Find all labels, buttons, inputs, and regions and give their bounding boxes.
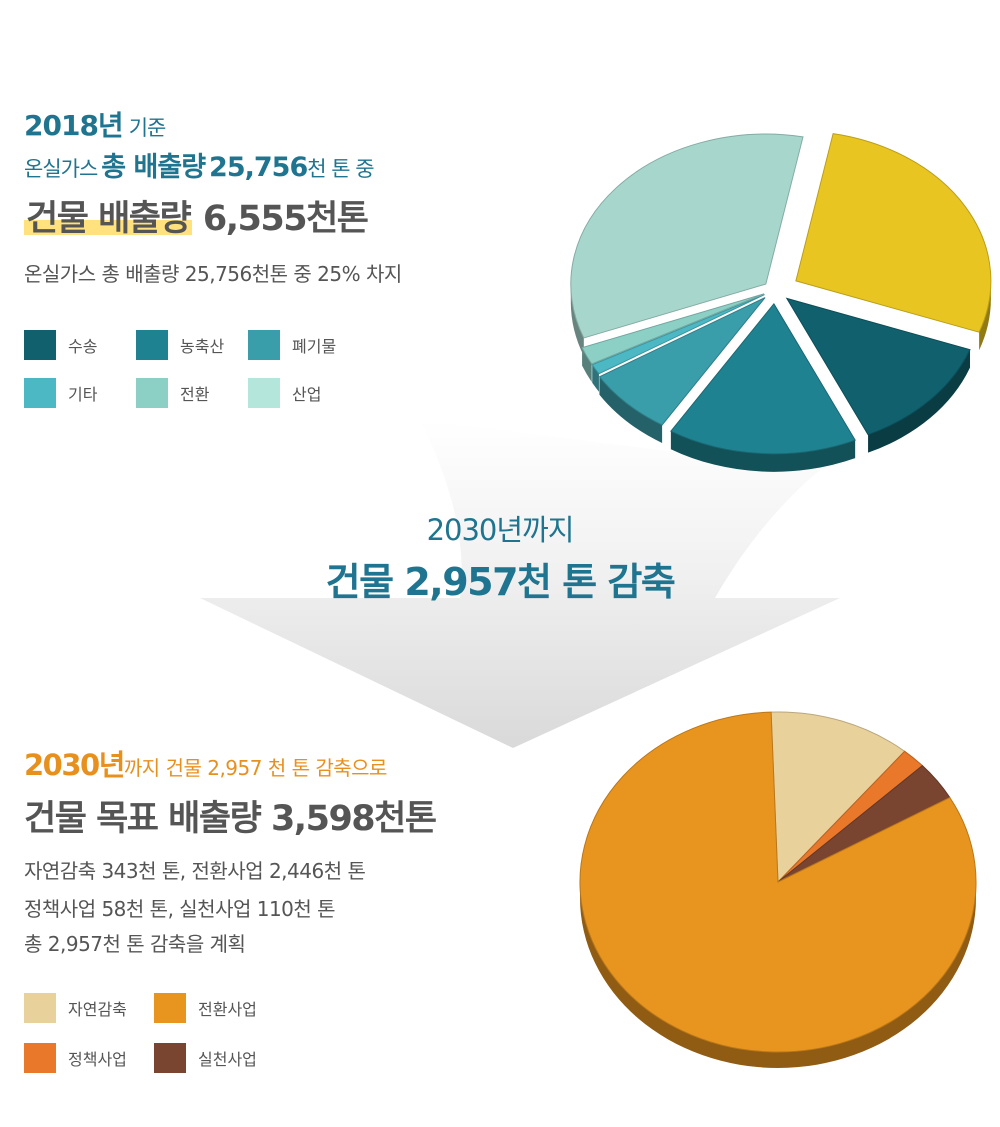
- top-legend-item: 수송: [24, 330, 97, 360]
- top-pie-slice: [591, 294, 765, 375]
- legend-swatch: [248, 378, 280, 408]
- top-year: 2018년: [24, 109, 124, 142]
- legend-label: 수송: [68, 337, 98, 356]
- top-pie-slice-side: [570, 284, 584, 356]
- building-emission-headline: 건물 배출량 6,555천톤: [24, 190, 369, 241]
- desc-line-3: 총 2,957천 톤 감축을 계획: [24, 932, 246, 956]
- reduction-pie-chart: [579, 711, 977, 1068]
- bottom-year-suffix: 까지 건물 2,957 천 톤 감축으로: [123, 756, 388, 780]
- total-emph: 총 배출량: [101, 152, 206, 183]
- legend-swatch: [154, 993, 186, 1023]
- bottom-legend-item: 정책사업: [24, 1043, 127, 1073]
- top-legend-item: 농축산: [136, 330, 224, 360]
- reduction-headline: 건물 2,957천 톤 감축: [325, 560, 676, 604]
- legend-label: 전환: [180, 385, 210, 404]
- top-pie-slice-side: [599, 376, 663, 443]
- desc-line-2: 정책사업 58천 톤, 실천사업 110천 톤: [24, 897, 336, 921]
- top-pie-slice: [795, 133, 992, 333]
- bottom-year-line: 2030년까지 건물 2,957 천 톤 감축으로: [24, 742, 387, 784]
- legend-label: 자연감축: [68, 1000, 127, 1019]
- top-legend-item: 기타: [24, 378, 97, 408]
- top-total-line: 온실가스 총 배출량 25,756천 톤 중: [24, 145, 375, 184]
- target-year: 2030년까지: [426, 513, 575, 547]
- top-year-suffix: 기준: [128, 116, 167, 140]
- building-emission-value: 6,555천톤: [202, 199, 369, 239]
- target-emission-headline: 건물 목표 배출량 3,598천톤: [24, 799, 437, 839]
- top-pie-slice: [581, 293, 765, 365]
- legend-label: 산업: [292, 385, 322, 404]
- total-number: 25,756: [209, 152, 308, 183]
- total-prefix: 온실가스: [24, 157, 98, 181]
- share-note: 온실가스 총 배출량 25,756천톤 중 25% 차지: [24, 262, 402, 286]
- top-year-line: 2018년 기준: [24, 104, 167, 144]
- bottom-pie-slice: [770, 711, 906, 884]
- top-pie-slice-side: [979, 280, 991, 351]
- bottom-legend-item: 전환사업: [154, 993, 257, 1023]
- legend-label: 전환사업: [198, 1000, 257, 1019]
- top-legend-item: 산업: [248, 378, 321, 408]
- top-pie-slice: [670, 302, 856, 455]
- total-suffix: 천 톤 중: [307, 157, 374, 181]
- top-pie-slice-side: [582, 347, 592, 382]
- bottom-legend-item: 자연감축: [24, 993, 127, 1023]
- legend-swatch: [136, 378, 168, 408]
- legend-label: 폐기물: [292, 337, 337, 356]
- top-pie-slice-side: [868, 349, 971, 453]
- top-pie-slice-side: [592, 364, 599, 392]
- legend-swatch: [24, 330, 56, 360]
- legend-swatch: [136, 330, 168, 360]
- legend-label: 정책사업: [68, 1050, 127, 1069]
- bottom-year: 2030년: [24, 748, 125, 782]
- legend-label: 실천사업: [198, 1050, 257, 1069]
- top-pie-slice: [570, 133, 804, 339]
- top-legend-item: 폐기물: [248, 330, 336, 360]
- top-pie-slice: [598, 297, 766, 426]
- legend-swatch: [248, 330, 280, 360]
- top-pie-slice-side: [670, 431, 856, 472]
- legend-swatch: [24, 1043, 56, 1073]
- legend-label: 기타: [68, 385, 98, 404]
- top-pie-slice: [785, 297, 971, 436]
- legend-swatch: [24, 378, 56, 408]
- legend-label: 농축산: [180, 337, 225, 356]
- top-legend-item: 전환: [136, 378, 209, 408]
- emissions-pie-chart: [570, 133, 992, 472]
- legend-swatch: [154, 1043, 186, 1073]
- bottom-pie-slice: [579, 711, 977, 1053]
- bottom-legend-item: 실천사업: [154, 1043, 257, 1073]
- desc-line-1: 자연감축 343천 톤, 전환사업 2,446천 톤: [24, 859, 366, 883]
- legend-swatch: [24, 993, 56, 1023]
- building-emission-label: 건물 배출량: [24, 199, 193, 239]
